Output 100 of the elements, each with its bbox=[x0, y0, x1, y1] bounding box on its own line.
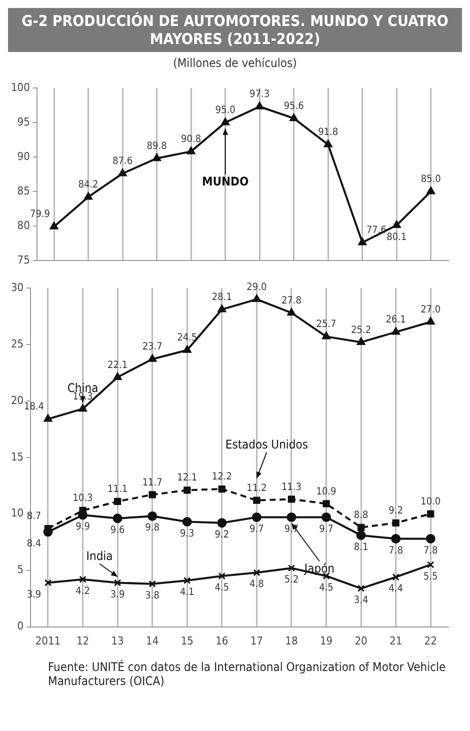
point bbox=[50, 222, 58, 230]
data-label: 25.7 bbox=[316, 319, 336, 330]
point bbox=[392, 327, 400, 335]
y-tick-label: 10 bbox=[10, 506, 24, 520]
point bbox=[44, 579, 52, 586]
data-label: 9.8 bbox=[145, 522, 160, 534]
data-label: 91.8 bbox=[318, 127, 338, 138]
data-label: 77.6 bbox=[366, 225, 387, 236]
data-label: 79.9 bbox=[30, 209, 50, 220]
data-label: 85.0 bbox=[420, 174, 442, 186]
data-label: 3.9 bbox=[110, 589, 125, 600]
data-label: 18.4 bbox=[24, 402, 44, 413]
data-label: 22.1 bbox=[108, 360, 128, 371]
point bbox=[392, 220, 401, 228]
point bbox=[322, 332, 330, 340]
chart-title: G-2 PRODUCCIÓN DE AUTOMOTORES. MUNDO Y CUATRO MAYORES (2011-2022) bbox=[8, 8, 462, 52]
data-label: 5.2 bbox=[284, 574, 299, 586]
point bbox=[427, 510, 434, 518]
data-label: 9.6 bbox=[110, 524, 125, 536]
y-tick-label: 25 bbox=[10, 337, 24, 350]
y-tick-label: 15 bbox=[10, 450, 24, 464]
point bbox=[112, 514, 122, 524]
data-label: 4.1 bbox=[180, 587, 194, 598]
point bbox=[324, 140, 332, 148]
data-label: 11.1 bbox=[108, 484, 128, 496]
point bbox=[221, 118, 230, 126]
x-tick-label: 13 bbox=[111, 634, 124, 648]
point bbox=[218, 304, 226, 312]
point bbox=[218, 485, 226, 493]
x-tick-label: 20 bbox=[354, 634, 368, 648]
data-label: 10.0 bbox=[420, 496, 441, 508]
point bbox=[288, 496, 296, 503]
y-tick-label: 20 bbox=[10, 394, 24, 407]
y-tick-label: 0 bbox=[17, 620, 24, 633]
point bbox=[148, 580, 156, 588]
y-tick-label: 5 bbox=[17, 563, 24, 576]
point bbox=[286, 512, 296, 522]
point bbox=[287, 308, 296, 316]
point bbox=[113, 372, 122, 380]
point bbox=[426, 534, 436, 544]
data-label: 27.0 bbox=[420, 304, 441, 316]
point bbox=[118, 168, 127, 176]
chart-subtitle: (Millones de vehículos) bbox=[172, 56, 298, 70]
point bbox=[148, 491, 156, 498]
data-label: 9.7 bbox=[250, 524, 264, 535]
data-label: 87.6 bbox=[112, 156, 133, 168]
point bbox=[426, 186, 436, 194]
x-tick-label: 14 bbox=[146, 634, 159, 648]
data-label: 3.4 bbox=[354, 594, 368, 606]
point bbox=[182, 345, 192, 353]
text: Estados Unidos bbox=[225, 437, 308, 452]
point bbox=[152, 154, 162, 162]
data-label: 29.0 bbox=[246, 282, 267, 293]
data-label: 27.8 bbox=[281, 295, 302, 306]
point bbox=[356, 530, 366, 540]
data-label: 10.3 bbox=[72, 493, 93, 504]
x-tick-label: 18 bbox=[285, 634, 298, 648]
point bbox=[252, 512, 262, 522]
point bbox=[84, 192, 92, 200]
x-tick-label: 19 bbox=[320, 634, 333, 648]
data-label: 95.0 bbox=[215, 105, 236, 116]
point bbox=[356, 337, 366, 345]
data-label: 8.7 bbox=[26, 511, 42, 522]
point bbox=[184, 486, 191, 494]
y-tick-label: 90 bbox=[17, 150, 30, 163]
point bbox=[148, 511, 158, 521]
data-label: 90.8 bbox=[181, 134, 202, 146]
data-label: 26.1 bbox=[386, 314, 406, 326]
point bbox=[322, 500, 330, 508]
data-label: 12.1 bbox=[177, 472, 198, 484]
data-label: 5.5 bbox=[423, 571, 438, 582]
data-label: 23.7 bbox=[142, 342, 162, 353]
x-tick-label: 12 bbox=[76, 634, 90, 648]
data-label: 8.8 bbox=[354, 510, 368, 522]
source-note: Fuente: UNITÉ con datos de la International Organization of Motor Vehicle Manufacturers (OICA) bbox=[47, 660, 447, 688]
x-tick-label: 2011 bbox=[35, 634, 61, 648]
data-label: 11.3 bbox=[281, 482, 302, 493]
x-tick-label: 21 bbox=[390, 634, 402, 648]
point bbox=[357, 524, 365, 531]
point bbox=[114, 579, 122, 586]
point bbox=[253, 496, 260, 504]
x-tick-label: 15 bbox=[180, 634, 194, 648]
y-tick-label: 75 bbox=[17, 253, 30, 266]
point bbox=[184, 576, 191, 584]
point bbox=[255, 102, 264, 110]
data-label: 9.2 bbox=[388, 505, 403, 516]
x-tick-label: 17 bbox=[250, 634, 263, 648]
data-label: 4.2 bbox=[76, 586, 90, 597]
point bbox=[182, 517, 192, 527]
data-label: 4.8 bbox=[250, 579, 264, 590]
point bbox=[288, 564, 296, 572]
data-label: 97.3 bbox=[250, 89, 270, 100]
point bbox=[218, 572, 226, 580]
y-tick-label: 85 bbox=[17, 184, 30, 198]
data-label: 7.8 bbox=[388, 545, 404, 556]
data-label: 12.2 bbox=[212, 472, 232, 483]
point bbox=[148, 354, 157, 362]
data-label: 28.1 bbox=[212, 292, 232, 304]
data-label: 95.6 bbox=[284, 100, 304, 112]
y-tick-label: 30 bbox=[10, 280, 24, 294]
